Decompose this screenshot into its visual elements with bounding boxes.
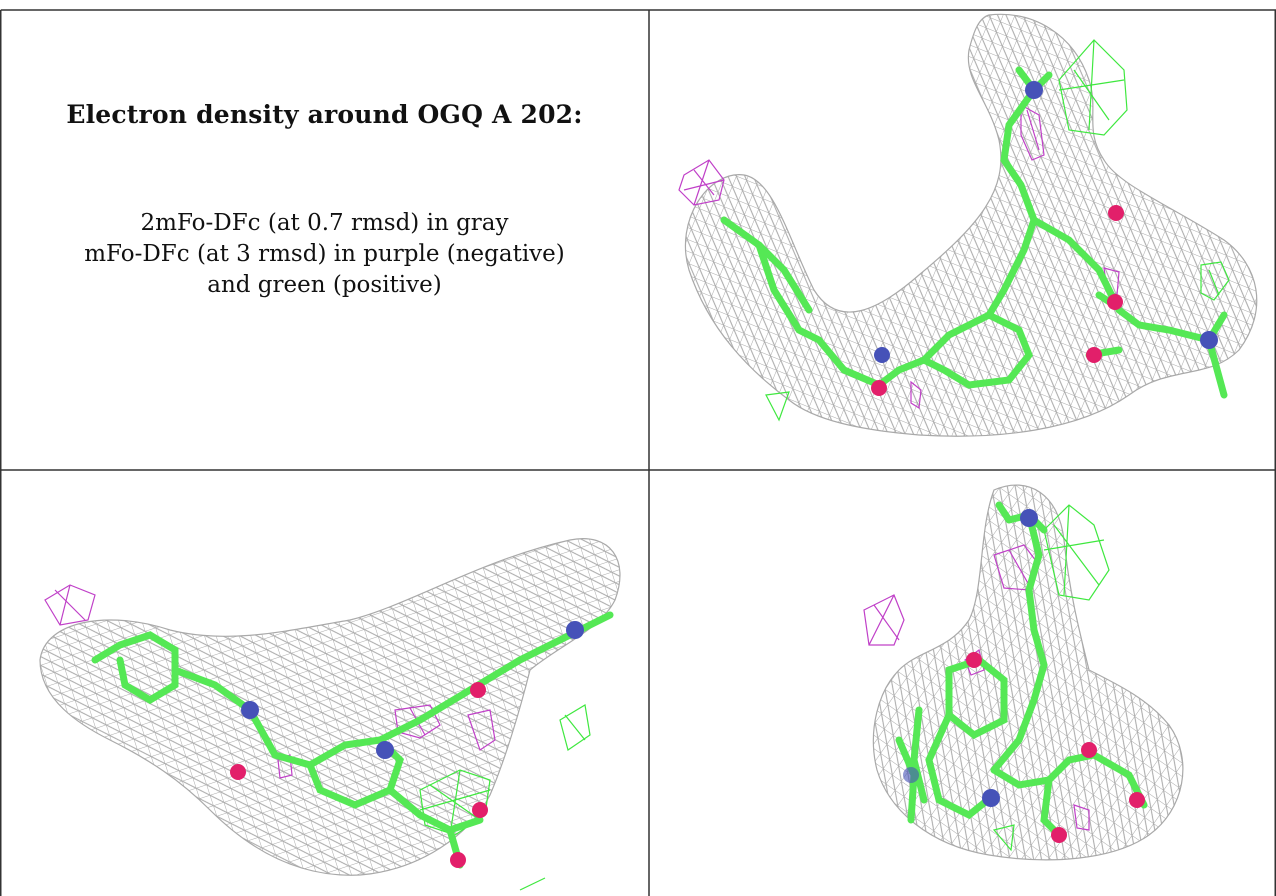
density-view-2 (0, 470, 649, 896)
caption-cell: Electron density around OGQ A 202: 2mFo-… (0, 10, 649, 470)
atoms-nitrogen (903, 509, 1038, 807)
caption-line-fofc-positive: and green (positive) (207, 272, 442, 298)
mesh-2fofc (39, 538, 621, 876)
caption-line-fofc-negative: mFo-DFc (at 3 rmsd) in purple (negative) (84, 241, 565, 267)
density-view-1 (649, 10, 1276, 470)
mesh-2fofc (684, 13, 1258, 437)
atoms-oxygen (230, 682, 488, 868)
atoms-oxygen (966, 652, 1145, 843)
atoms-nitrogen (241, 621, 584, 759)
density-view-3 (649, 470, 1276, 896)
mesh-positive (765, 39, 1230, 422)
mesh-positive (992, 504, 1110, 852)
caption-description: 2mFo-DFc (at 0.7 rmsd) in gray mFo-DFc (… (0, 208, 649, 301)
atoms-nitrogen (874, 81, 1218, 363)
caption-title: Electron density around OGQ A 202: (66, 100, 583, 129)
atoms-oxygen (871, 205, 1124, 396)
mesh-2fofc (872, 484, 1184, 861)
caption-line-2fofc: 2mFo-DFc (at 0.7 rmsd) in gray (140, 210, 509, 236)
